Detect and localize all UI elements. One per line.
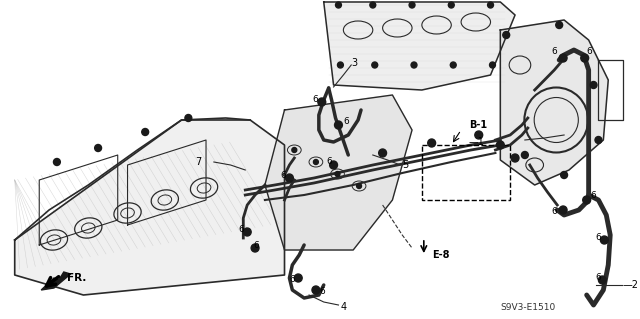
Circle shape	[449, 2, 454, 8]
Circle shape	[595, 137, 602, 144]
Circle shape	[583, 196, 591, 204]
Polygon shape	[15, 120, 285, 295]
Circle shape	[251, 244, 259, 252]
Polygon shape	[500, 20, 608, 185]
Text: 6: 6	[289, 276, 295, 285]
Circle shape	[370, 2, 376, 8]
Text: 6: 6	[551, 207, 557, 217]
Circle shape	[497, 141, 504, 149]
Circle shape	[522, 152, 528, 159]
Text: S9V3-E1510: S9V3-E1510	[500, 303, 556, 313]
Text: B-1: B-1	[469, 120, 487, 130]
Text: 5: 5	[402, 160, 408, 170]
Text: 6: 6	[595, 234, 601, 242]
Circle shape	[95, 145, 102, 152]
Circle shape	[490, 62, 495, 68]
Text: 6: 6	[253, 241, 259, 249]
Circle shape	[511, 154, 519, 162]
Circle shape	[559, 54, 567, 62]
Text: 6: 6	[595, 273, 601, 283]
FancyArrowPatch shape	[47, 277, 59, 286]
Text: 3: 3	[351, 58, 357, 68]
Circle shape	[475, 131, 483, 139]
Circle shape	[142, 129, 148, 136]
Circle shape	[559, 206, 567, 214]
Circle shape	[590, 81, 597, 88]
Circle shape	[337, 62, 344, 68]
Text: —1: —1	[469, 137, 485, 147]
Bar	[422, 145, 510, 200]
Circle shape	[379, 149, 387, 157]
Circle shape	[598, 276, 606, 284]
Circle shape	[561, 172, 568, 179]
Circle shape	[285, 174, 293, 182]
Circle shape	[335, 121, 342, 129]
Circle shape	[356, 183, 362, 189]
Polygon shape	[265, 95, 412, 250]
Circle shape	[428, 139, 436, 147]
Text: 4: 4	[340, 302, 346, 312]
Circle shape	[312, 286, 320, 294]
Circle shape	[314, 160, 318, 165]
Text: 6: 6	[312, 95, 317, 105]
Circle shape	[335, 172, 340, 176]
Text: FR.: FR.	[67, 273, 86, 283]
Circle shape	[243, 228, 251, 236]
Circle shape	[318, 98, 326, 106]
Circle shape	[292, 147, 297, 152]
Text: 6: 6	[591, 191, 596, 201]
Polygon shape	[41, 272, 70, 290]
Text: 6: 6	[238, 226, 244, 234]
Circle shape	[503, 32, 509, 39]
Circle shape	[335, 2, 341, 8]
Text: —2: —2	[623, 280, 639, 290]
Text: 6: 6	[587, 48, 593, 56]
Text: 6: 6	[326, 158, 332, 167]
Circle shape	[488, 2, 493, 8]
Circle shape	[294, 274, 302, 282]
Circle shape	[556, 21, 563, 28]
Circle shape	[372, 62, 378, 68]
Circle shape	[54, 159, 60, 166]
Text: 6: 6	[320, 287, 326, 296]
Text: 6: 6	[280, 170, 286, 180]
Circle shape	[411, 62, 417, 68]
Circle shape	[185, 115, 192, 122]
Circle shape	[580, 54, 589, 62]
Circle shape	[409, 2, 415, 8]
Text: 7: 7	[195, 157, 201, 167]
Text: E-8: E-8	[431, 250, 449, 260]
Text: 6: 6	[551, 48, 557, 56]
Circle shape	[600, 236, 608, 244]
Circle shape	[451, 62, 456, 68]
Text: 6: 6	[344, 117, 349, 127]
Circle shape	[330, 161, 337, 169]
Polygon shape	[324, 2, 515, 90]
